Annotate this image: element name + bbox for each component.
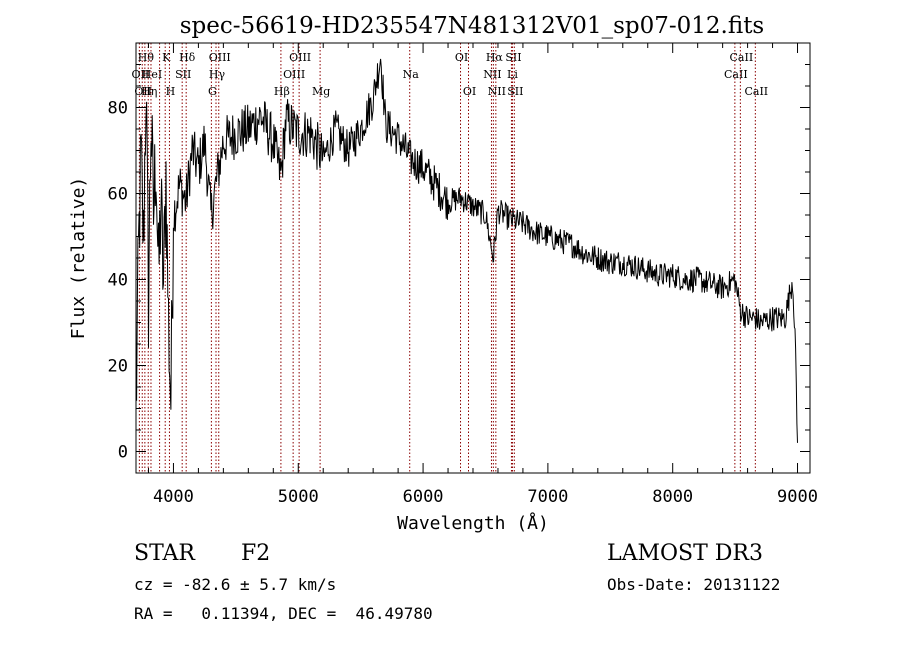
y-tick-label: 40 (108, 271, 128, 291)
x-axis: 4000 5000 6000 7000 8000 9000 (147, 43, 818, 507)
line-marker-label: H (166, 85, 176, 98)
line-marker-label: Hδ (179, 51, 196, 64)
line-marker-label: Hβ (274, 85, 290, 98)
line-marker-label: Na (403, 68, 420, 81)
line-marker-label: OI (455, 51, 468, 64)
line-marker-label: CaII (744, 85, 768, 98)
y-axis-label: Flux (relative) (68, 177, 89, 340)
spectrum-line (135, 58, 798, 443)
object-class: STAR (134, 541, 196, 566)
x-axis-label: Wavelength (Å) (397, 512, 549, 534)
line-marker-label: SII (175, 68, 191, 81)
coordinates: RA = 0.11394, DEC = 46.49780 (134, 604, 433, 623)
x-tick-label: 5000 (278, 487, 319, 507)
survey-name: LAMOST DR3 (607, 541, 763, 566)
x-tick-label: 6000 (403, 487, 444, 507)
line-marker-label: Hγ (209, 68, 226, 81)
line-marker-label: OIII (289, 51, 311, 64)
x-tick-label: 8000 (652, 487, 693, 507)
object-subclass: F2 (241, 541, 270, 566)
line-marker-label: Hθ (138, 51, 155, 64)
y-tick-label: 20 (108, 357, 128, 377)
line-marker-label: Hη (141, 85, 157, 98)
chart-title: spec-56619-HD235547N481312V01_sp07-012.f… (180, 13, 765, 39)
line-marker-label: OIII (209, 51, 231, 64)
line-marker-label: NII (488, 85, 506, 98)
line-marker-label: SII (505, 51, 521, 64)
y-tick-label: 80 (108, 99, 128, 119)
line-marker-label: Hα (486, 51, 504, 64)
plot-frame (135, 42, 811, 474)
redshift-velocity: cz = -82.6 ± 5.7 km/s (134, 575, 336, 594)
line-marker-label: NII (483, 68, 501, 81)
y-axis: 0 20 40 60 80 (108, 64, 810, 463)
x-tick-label: 9000 (777, 487, 818, 507)
line-marker-label: K (162, 51, 171, 64)
x-tick-label: 7000 (527, 487, 568, 507)
y-tick-label: 60 (108, 185, 128, 205)
y-tick-label: 0 (118, 443, 128, 463)
line-marker-label: OIII (283, 68, 305, 81)
line-marker-label: CaII (724, 68, 748, 81)
line-marker-label: SII (507, 85, 523, 98)
observation-date: Obs-Date: 20131122 (607, 575, 780, 594)
x-tick-label: 4000 (153, 487, 194, 507)
line-marker-label: OII (134, 85, 152, 98)
line-marker-label: OI (463, 85, 476, 98)
line-marker-label: HeI (142, 68, 162, 81)
line-marker-label: G (208, 85, 217, 98)
line-marker-label: Mg (312, 85, 330, 98)
spectral-line-markers: OIIOIIHθHηHeIKHSIIHδGHγOIIIHβOIIIOIIIMgN… (132, 43, 768, 473)
line-marker-label: CaII (730, 51, 754, 64)
